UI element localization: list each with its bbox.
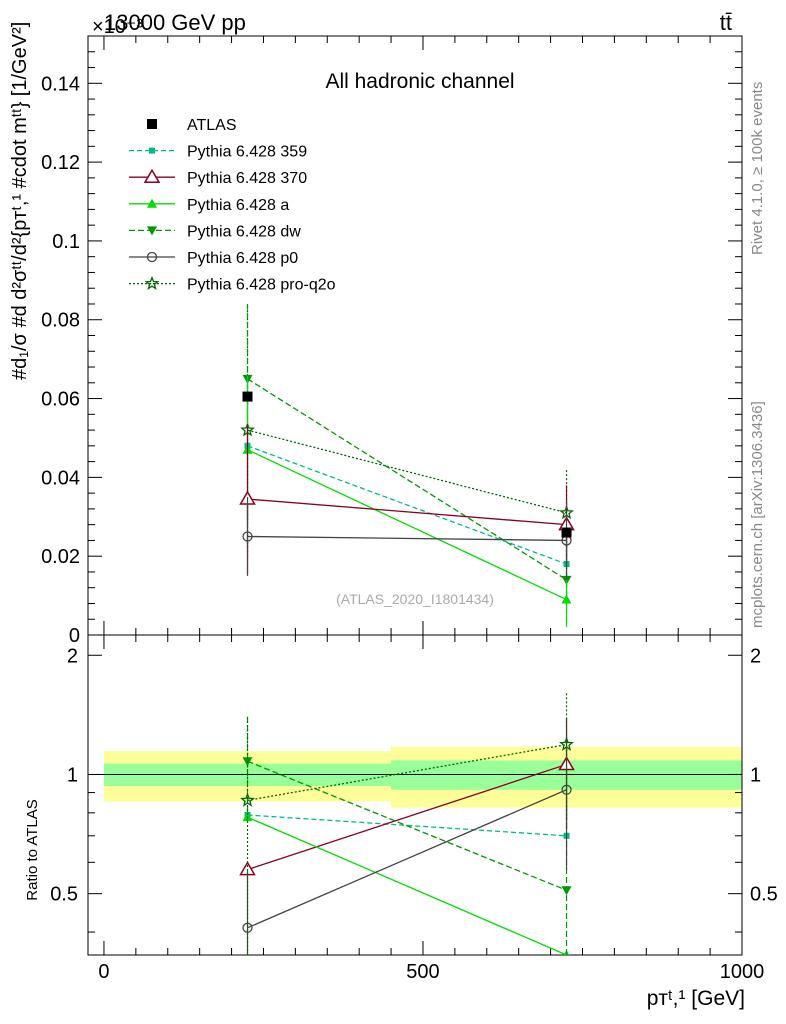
main-ytick-label: 0.14 <box>41 73 80 95</box>
ratio-bands <box>88 746 742 808</box>
legend-label: ATLAS <box>187 117 237 134</box>
main-ylabel: #d₁/σ #d d²σᵗᵗ/d²{pᴛᵗ,¹ #cdot mᵗᵗ} [1/Ge… <box>9 22 31 380</box>
legend-entry: ATLAS <box>147 117 237 134</box>
legend-marker <box>149 147 155 154</box>
ratio-frame <box>87 634 743 956</box>
ratio-ytick-label-right: 1 <box>750 764 761 786</box>
ratio-ylabel: Ratio to ATLAS <box>24 799 41 900</box>
ratio-pythia-6-428-a <box>242 812 570 955</box>
legend-label: Pythia 6.428 p0 <box>187 250 298 267</box>
series-pythia-6-428-p0 <box>242 497 572 580</box>
main-ytick-label: 0.02 <box>41 546 80 568</box>
ratio-line <box>247 814 567 837</box>
legend-label: Pythia 6.428 dw <box>187 223 301 240</box>
ratio-ytick-label: 0.5 <box>50 884 78 906</box>
data-point <box>242 531 253 542</box>
legend-marker <box>147 226 157 236</box>
series-line <box>247 445 567 565</box>
ratio-point <box>242 922 253 933</box>
data-point <box>242 391 253 402</box>
legend-label: Pythia 6.428 359 <box>187 144 307 161</box>
ratio-axes: 0.5 0.5 1 1 2 2 0 500 1000 <box>50 634 778 983</box>
ratio-line <box>247 743 567 802</box>
header-exponent: ×10⁻³ <box>92 16 143 38</box>
main-axes: 0 0.02 0.04 0.06 0.08 0.1 0.12 0.14 <box>41 35 743 647</box>
header-process: tt̄ <box>720 10 732 35</box>
series-line <box>247 429 567 514</box>
series-line <box>247 378 567 581</box>
series-pythia-6-428-pro-q2o <box>240 303 574 557</box>
main-ytick-label: 0.12 <box>41 152 80 174</box>
series-line <box>247 498 567 526</box>
ratio-xtick-label: 500 <box>406 961 439 983</box>
legend-marker <box>147 119 157 129</box>
ratio-line <box>247 760 567 891</box>
legend-label: Pythia 6.428 a <box>187 197 289 214</box>
series-atlas <box>242 391 572 538</box>
ratio-line <box>247 763 567 871</box>
legend-marker <box>144 275 160 290</box>
ratio-line <box>247 816 567 955</box>
ratio-ytick-label: 1 <box>67 764 78 786</box>
main-ytick-label: 0.08 <box>41 310 80 332</box>
series-line <box>247 449 567 601</box>
ratio-point <box>561 886 572 896</box>
ratio-ytick-label-right: 0.5 <box>750 884 778 906</box>
series-pythia-6-428-dw <box>242 303 572 624</box>
series-pythia-6-428-370 <box>239 424 575 574</box>
ratio-ytick-label: 2 <box>67 645 78 667</box>
legend-entry: Pythia 6.428 dw <box>129 223 301 240</box>
ratio-ytick-label-right: 2 <box>750 645 761 667</box>
legend-entry: Pythia 6.428 a <box>129 197 289 214</box>
legend-marker <box>147 198 157 208</box>
ratio-line <box>247 789 567 929</box>
legend-entry: Pythia 6.428 pro-q2o <box>129 275 336 294</box>
legend-entry: Pythia 6.428 359 <box>129 144 307 161</box>
main-title: All hadronic channel <box>325 70 514 93</box>
ratio-point <box>559 736 574 751</box>
ratio-point <box>240 792 255 807</box>
ratio-xtick-label: 0 <box>98 961 109 983</box>
ratio-pythia-6-428-pro-q2o <box>240 692 574 955</box>
ratio-xtick-label: 1000 <box>720 961 765 983</box>
ratio-xlabel: pᴛᵗ,¹ [GeV] <box>647 987 745 1010</box>
header-energy: 13000 GeV pp <box>104 10 246 35</box>
side-text-rivet: Rivet 4.1.0, ≥ 100k events <box>749 82 766 255</box>
data-point <box>561 527 572 538</box>
legend-label: Pythia 6.428 pro-q2o <box>187 277 336 294</box>
legend-entry: Pythia 6.428 370 <box>129 168 307 187</box>
main-series <box>239 303 575 628</box>
series-line <box>247 535 567 542</box>
legend-marker <box>143 168 161 183</box>
main-ytick-label: 0.04 <box>41 467 80 489</box>
legend-label: Pythia 6.428 370 <box>187 170 307 187</box>
side-text-mcplots: mcplots.cern.ch [arXiv:1306.3436] <box>749 401 766 628</box>
watermark: (ATLAS_2020_I1801434) <box>336 591 494 607</box>
legend: ATLAS Pythia 6.428 359 Pythia 6.428 370 Pyt… <box>129 117 336 294</box>
main-ytick-label: 0.06 <box>41 389 80 411</box>
main-ytick-label: 0.1 <box>52 231 80 253</box>
ratio-series <box>239 692 575 955</box>
data-point <box>561 594 572 604</box>
main-ytick-label: 0 <box>69 625 80 647</box>
legend-marker <box>146 251 158 263</box>
legend-entry: Pythia 6.428 p0 <box>129 250 298 267</box>
